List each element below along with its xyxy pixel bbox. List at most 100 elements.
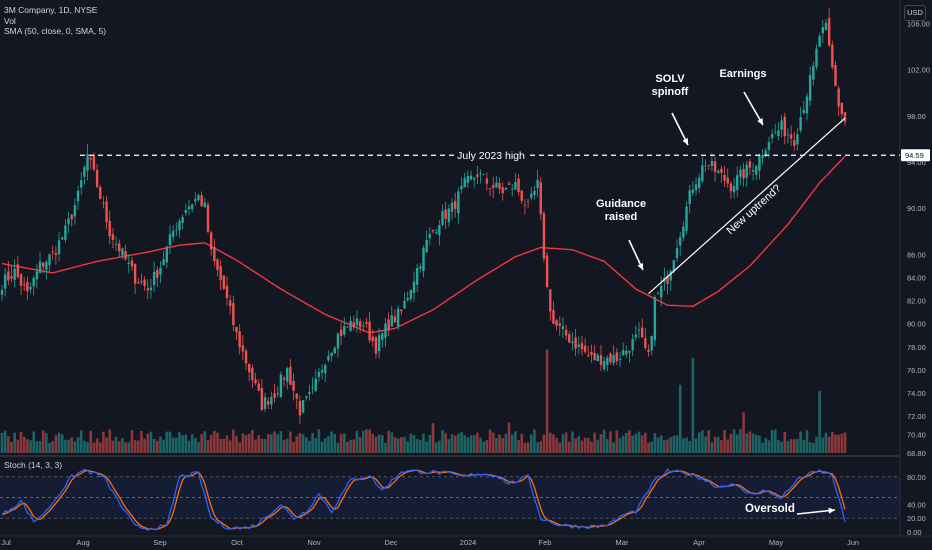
volume-bar [216,432,219,453]
candle-body [45,261,48,270]
volume-bar [552,434,555,453]
candle-body [507,183,511,185]
candle-body [339,329,343,337]
candle-body [333,347,336,354]
candle-body [640,327,644,338]
volume-bar [79,430,83,453]
volume-bar [415,439,419,453]
volume-bar [536,442,539,453]
volume-bar [222,438,226,453]
candle-body [561,326,565,330]
volume-bar [320,441,324,453]
volume-bar [155,440,159,453]
candle-body [517,178,520,192]
volume-bar [124,442,127,453]
volume-bar [406,441,409,453]
candle-body [755,166,758,175]
volume-bar [447,439,451,453]
volume-bar [162,439,165,453]
stoch-tick-label: 80.00 [907,473,926,482]
volume-bar [751,433,755,453]
guidance-arrow-head [637,263,644,270]
volume-bar [114,436,118,453]
sma-label[interactable]: SMA (50, close, 0, SMA, 5) [4,26,107,36]
panel-separator [0,455,900,457]
chart-legend: 3M Company, 1D, NYSE Vol SMA (50, close,… [4,5,106,37]
volume-bar [843,432,847,453]
volume-bar [840,433,844,453]
volume-bar [561,434,565,453]
candle-body [3,274,7,289]
volume-bar [336,442,340,453]
volume-bar [482,441,486,453]
volume-bar [796,438,799,453]
price-tick-label: 82.00 [907,297,926,306]
candle-body [228,300,232,307]
volume-bar [653,433,657,453]
candle-body [175,230,178,231]
volume-bar [694,438,698,453]
volume-bar [146,433,150,453]
stoch-label[interactable]: Stoch (14, 3, 3) [4,460,63,470]
oversold-arrow-head [828,507,835,514]
july-high-label: July 2023 high [457,150,525,162]
candle-body [789,134,793,139]
volume-bar [254,439,257,453]
candle-body [831,44,834,68]
volume-bar [292,441,295,453]
candle-body [615,352,619,362]
candle-body [273,393,276,398]
volume-bar [615,430,619,453]
candle-body [320,370,324,373]
candle-body [270,397,273,405]
volume-bar [41,430,45,453]
volume-bar [168,431,172,453]
candle-body [770,134,774,139]
volume-bar [444,433,447,453]
candle-body [431,230,435,232]
volume-bar [716,436,720,453]
candle-body [438,225,441,236]
volume-bar [659,435,663,453]
candle-body [295,393,298,399]
volume-bar [770,430,774,453]
candle-body [365,322,368,324]
candle-body [501,187,504,193]
candle-body [710,160,714,166]
volume-bar [485,440,489,453]
volume-bar [704,436,707,453]
currency-button[interactable]: USD [904,5,926,21]
volume-bar [618,438,622,453]
candle-body [409,289,413,299]
candle-body [466,175,470,183]
sma-line [1,155,846,334]
volume-bar [498,434,501,453]
volume-bar [311,432,314,453]
candle-body [209,232,213,250]
candle-body [495,182,498,188]
time-axis[interactable]: Jul Aug Sep Oct Nov Dec 2024 Feb Mar Apr May Jun [1,538,859,547]
volume-bar [285,438,289,453]
guidance-annotation: Guidance raised [588,198,654,224]
solv-annotation-line2: spinoff [651,86,689,98]
price-axis[interactable]: 106.00 102.00 98.00 94.00 90.00 86.00 84.00 82.… [901,19,930,537]
candle-body [526,201,530,203]
volume-label[interactable]: Vol [4,15,16,26]
candle-body [736,175,739,190]
symbol-title[interactable]: 3M Company, 1D, NYSE [4,5,98,15]
candle-body [238,331,241,348]
candle-body [571,341,574,344]
time-tick-label: May [769,538,783,547]
candle-body [514,182,517,190]
candle-body [473,177,476,180]
candle-body [105,201,108,223]
candle-body [805,96,809,114]
candle-body [419,266,422,269]
volume-bar [450,434,454,453]
candle-body [143,279,146,287]
sma-path [1,155,846,334]
candle-body [203,202,207,208]
volume-bar [225,435,229,453]
solv-annotation: SOLV spinoff [640,73,700,99]
